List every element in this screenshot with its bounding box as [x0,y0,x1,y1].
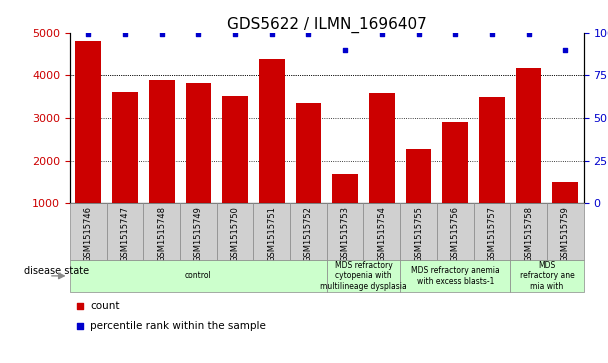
Bar [516,68,542,203]
Bar [400,260,510,292]
Text: disease state: disease state [24,266,89,276]
Text: GSM1515747: GSM1515747 [120,206,130,262]
Text: GSM1515754: GSM1515754 [378,206,386,262]
Bar [437,203,474,260]
Bar [364,203,400,260]
Text: GSM1515753: GSM1515753 [340,206,350,262]
Point [75,323,85,329]
Point [75,303,85,309]
Text: GSM1515751: GSM1515751 [268,206,276,262]
Bar [185,83,211,203]
Bar [143,203,180,260]
Bar [180,203,216,260]
Bar [510,260,584,292]
Point [487,32,497,37]
Text: GSM1515746: GSM1515746 [84,206,93,262]
Text: count: count [91,301,120,311]
Bar [369,93,395,203]
Text: GSM1515749: GSM1515749 [194,206,203,262]
Bar [70,260,327,292]
Bar [216,203,254,260]
Bar [254,203,290,260]
Point [267,32,277,37]
Bar [443,122,468,203]
Point [193,32,203,37]
Bar [75,41,101,203]
Text: MDS refractory
cytopenia with
multilineage dysplasia: MDS refractory cytopenia with multilinea… [320,261,407,291]
Bar [479,97,505,203]
Bar [474,203,510,260]
Point [377,32,387,37]
Text: GSM1515748: GSM1515748 [157,206,166,262]
Point [340,47,350,53]
Text: percentile rank within the sample: percentile rank within the sample [91,321,266,331]
Bar [547,203,584,260]
Text: GSM1515755: GSM1515755 [414,206,423,262]
Bar [510,203,547,260]
Bar [400,203,437,260]
Text: MDS refractory anemia
with excess blasts-1: MDS refractory anemia with excess blasts… [411,266,500,286]
Point [157,32,167,37]
Text: MDS
refractory ane
mia with: MDS refractory ane mia with [520,261,575,291]
Point [523,32,533,37]
Point [451,32,460,37]
Point [83,32,93,37]
Point [230,32,240,37]
Bar [406,149,432,203]
Bar [333,174,358,203]
Bar [327,260,400,292]
Point [413,32,423,37]
Text: GSM1515759: GSM1515759 [561,206,570,262]
Point [561,47,570,53]
Bar [290,203,327,260]
Text: GSM1515756: GSM1515756 [451,206,460,262]
Text: GSM1515757: GSM1515757 [488,206,497,262]
Bar [327,203,364,260]
Bar [259,59,285,203]
Text: control: control [185,272,212,280]
Point [303,32,313,37]
Text: GSM1515758: GSM1515758 [524,206,533,262]
Text: GSM1515752: GSM1515752 [304,206,313,262]
Point [120,32,130,37]
Bar [295,103,321,203]
Text: GSM1515750: GSM1515750 [230,206,240,262]
Bar [222,96,248,203]
Title: GDS5622 / ILMN_1696407: GDS5622 / ILMN_1696407 [227,16,427,33]
Bar [112,91,138,203]
Bar [149,79,174,203]
Bar [106,203,143,260]
Bar [553,182,578,203]
Bar [70,203,106,260]
